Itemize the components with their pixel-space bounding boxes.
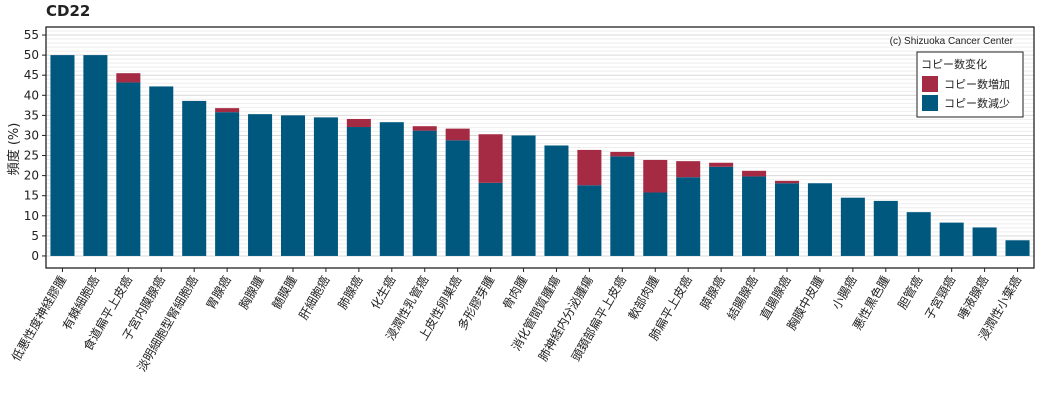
x-tick-label: 肝細胞癌 xyxy=(296,273,333,322)
bars xyxy=(50,55,1030,256)
x-tick-label: 胆管癌 xyxy=(894,273,925,312)
bar-gain-18 xyxy=(610,151,635,157)
bar-loss-8 xyxy=(280,115,306,256)
y-tick-label: 40 xyxy=(24,88,39,102)
legend-label: コピー数減少 xyxy=(944,96,1010,110)
bar-loss-16 xyxy=(544,145,569,256)
bar-loss-3 xyxy=(116,82,141,256)
x-tick-label: 低悪性度神経膠腫 xyxy=(8,273,69,364)
grid-lines xyxy=(46,26,1034,257)
y-tick-label: 10 xyxy=(24,209,39,223)
bar-gain-21 xyxy=(709,162,734,167)
bar-loss-21 xyxy=(709,166,734,256)
x-tick-label: 胃腺癌 xyxy=(203,273,234,312)
bar-gain-19 xyxy=(643,159,668,193)
y-tick-label: 15 xyxy=(24,189,39,203)
bar-loss-30 xyxy=(1005,240,1030,256)
legend-label: コピー数増加 xyxy=(944,78,1010,91)
bar-loss-6 xyxy=(215,112,240,256)
plot-frame xyxy=(45,26,1035,269)
y-tick-label: 35 xyxy=(24,108,39,122)
bar-loss-2 xyxy=(83,55,108,256)
bar-loss-9 xyxy=(313,117,338,256)
bar-loss-28 xyxy=(939,222,964,256)
bar-loss-23 xyxy=(774,183,800,256)
y-tick-label: 20 xyxy=(24,169,39,183)
bar-loss-10 xyxy=(346,127,371,256)
bar-loss-15 xyxy=(511,135,536,256)
y-tick-label: 55 xyxy=(24,28,39,42)
bar-loss-14 xyxy=(478,182,503,256)
bar-gain-12 xyxy=(412,126,437,131)
bar-loss-20 xyxy=(676,177,701,256)
bar-loss-12 xyxy=(412,130,437,256)
bar-gain-23 xyxy=(774,180,800,184)
y-tick-label: 50 xyxy=(24,48,39,62)
copyright-text: (c) Shizuoka Cancer Center xyxy=(890,36,1014,47)
bar-gain-20 xyxy=(676,161,701,178)
x-tick-label: 肺腺癌 xyxy=(334,273,365,312)
bar-loss-17 xyxy=(577,185,602,256)
bar-loss-22 xyxy=(742,176,767,256)
bar-loss-13 xyxy=(445,140,470,256)
y-tick-label: 0 xyxy=(31,249,39,263)
bar-loss-11 xyxy=(379,122,404,256)
bar-gain-3 xyxy=(116,73,141,83)
x-tick-label: 小腸癌 xyxy=(828,273,859,312)
bar-gain-10 xyxy=(346,118,371,128)
x-tick-label: 結腸腺癌 xyxy=(724,273,761,322)
y-tick-label: 25 xyxy=(24,149,39,163)
x-tick-label: 骨肉腫 xyxy=(500,274,530,312)
bar-gain-22 xyxy=(742,170,767,177)
x-tick-label: 子宮頸癌 xyxy=(921,273,958,322)
y-axis-label: 頻度 (%) xyxy=(6,123,22,176)
bar-loss-25 xyxy=(840,197,865,256)
x-tick-label: 軟部肉腫 xyxy=(625,273,662,322)
x-tick-label: 髄膜腫 xyxy=(269,273,300,312)
x-tick-label: 膵腺癌 xyxy=(697,273,728,312)
x-tick-label: 唾液腺癌 xyxy=(954,273,991,322)
x-tick-label: 胸腺腫 xyxy=(236,273,267,312)
bar-gain-17 xyxy=(577,149,602,186)
bar-loss-19 xyxy=(643,192,668,256)
x-tick-label: 化生癌 xyxy=(367,273,398,312)
bar-gain-14 xyxy=(478,134,503,183)
bar-loss-29 xyxy=(972,227,997,256)
bar-loss-26 xyxy=(873,200,898,256)
bar-loss-18 xyxy=(610,156,635,256)
legend-swatch xyxy=(922,95,938,111)
bar-loss-5 xyxy=(182,100,207,256)
x-tick-label: 直腸腺癌 xyxy=(757,273,794,322)
bar-loss-7 xyxy=(248,114,273,256)
bar-loss-27 xyxy=(906,212,931,256)
bar-gain-6 xyxy=(215,108,240,113)
legend-swatch xyxy=(922,76,938,92)
bar-gain-13 xyxy=(445,128,470,141)
y-tick-label: 30 xyxy=(24,128,39,142)
bar-loss-1 xyxy=(50,55,75,256)
bar-loss-4 xyxy=(149,86,174,256)
bar-loss-24 xyxy=(807,183,832,256)
legend-title: コピー数変化 xyxy=(921,57,987,71)
x-tick-label: 淡明細胞型腎細胞癌 xyxy=(134,273,201,374)
chart-title: CD22 xyxy=(46,2,91,20)
y-tick-label: 5 xyxy=(31,229,39,243)
y-tick-label: 45 xyxy=(24,68,39,82)
